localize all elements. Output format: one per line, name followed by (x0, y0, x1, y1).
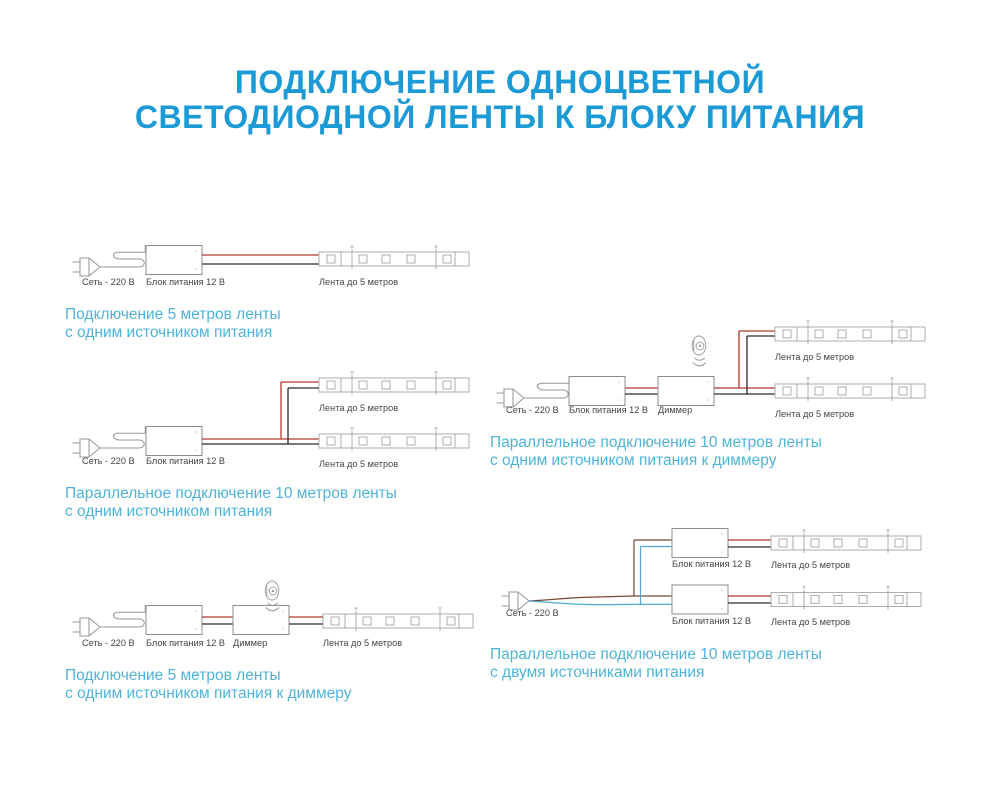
svg-text:Лента до 5 метров: Лента до 5 метров (771, 560, 850, 570)
svg-text:Диммер: Диммер (658, 405, 692, 415)
svg-text:с одним источником питания к д: с одним источником питания к диммеру (65, 685, 352, 702)
svg-text:Блок питания 12 В: Блок питания 12 В (146, 638, 225, 648)
svg-text:Сеть - 220 В: Сеть - 220 В (506, 608, 559, 618)
svg-text:Параллельное подключение 10 ме: Параллельное подключение 10 метров ленты (490, 434, 822, 451)
svg-text:Лента до 5 метров: Лента до 5 метров (319, 403, 398, 413)
svg-text:Сеть - 220 В: Сеть - 220 В (82, 456, 135, 466)
svg-text:Лента до 5 метров: Лента до 5 метров (319, 459, 398, 469)
svg-text:Диммер: Диммер (233, 638, 267, 648)
svg-text:Параллельное подключение 10 ме: Параллельное подключение 10 метров ленты (490, 646, 822, 663)
svg-text:Лента до 5 метров: Лента до 5 метров (319, 277, 398, 287)
svg-text:с одним источником питания к д: с одним источником питания к диммеру (490, 452, 777, 469)
svg-text:Блок питания 12 В: Блок питания 12 В (672, 616, 751, 626)
svg-text:Лента до 5 метров: Лента до 5 метров (323, 638, 402, 648)
svg-text:Блок питания 12 В: Блок питания 12 В (146, 277, 225, 287)
svg-text:с одним источником питания: с одним источником питания (65, 324, 272, 341)
svg-text:Лента до 5 метров: Лента до 5 метров (775, 352, 854, 362)
svg-text:с двумя источниками питания: с двумя источниками питания (490, 664, 704, 681)
svg-text:Подключение 5 метров ленты: Подключение 5 метров ленты (65, 306, 281, 323)
svg-text:Лента до 5 метров: Лента до 5 метров (775, 409, 854, 419)
svg-text:Блок питания 12 В: Блок питания 12 В (672, 559, 751, 569)
svg-text:с одним источником питания: с одним источником питания (65, 503, 272, 520)
svg-text:Блок питания 12 В: Блок питания 12 В (146, 456, 225, 466)
svg-text:Подключение 5 метров ленты: Подключение 5 метров ленты (65, 667, 281, 684)
svg-text:Сеть - 220 В: Сеть - 220 В (506, 405, 559, 415)
svg-text:Блок питания 12 В: Блок питания 12 В (569, 405, 648, 415)
svg-text:Параллельное подключение 10 ме: Параллельное подключение 10 метров ленты (65, 485, 397, 502)
svg-text:Лента до 5 метров: Лента до 5 метров (771, 617, 850, 627)
svg-text:Сеть - 220 В: Сеть - 220 В (82, 638, 135, 648)
svg-text:Сеть - 220 В: Сеть - 220 В (82, 277, 135, 287)
